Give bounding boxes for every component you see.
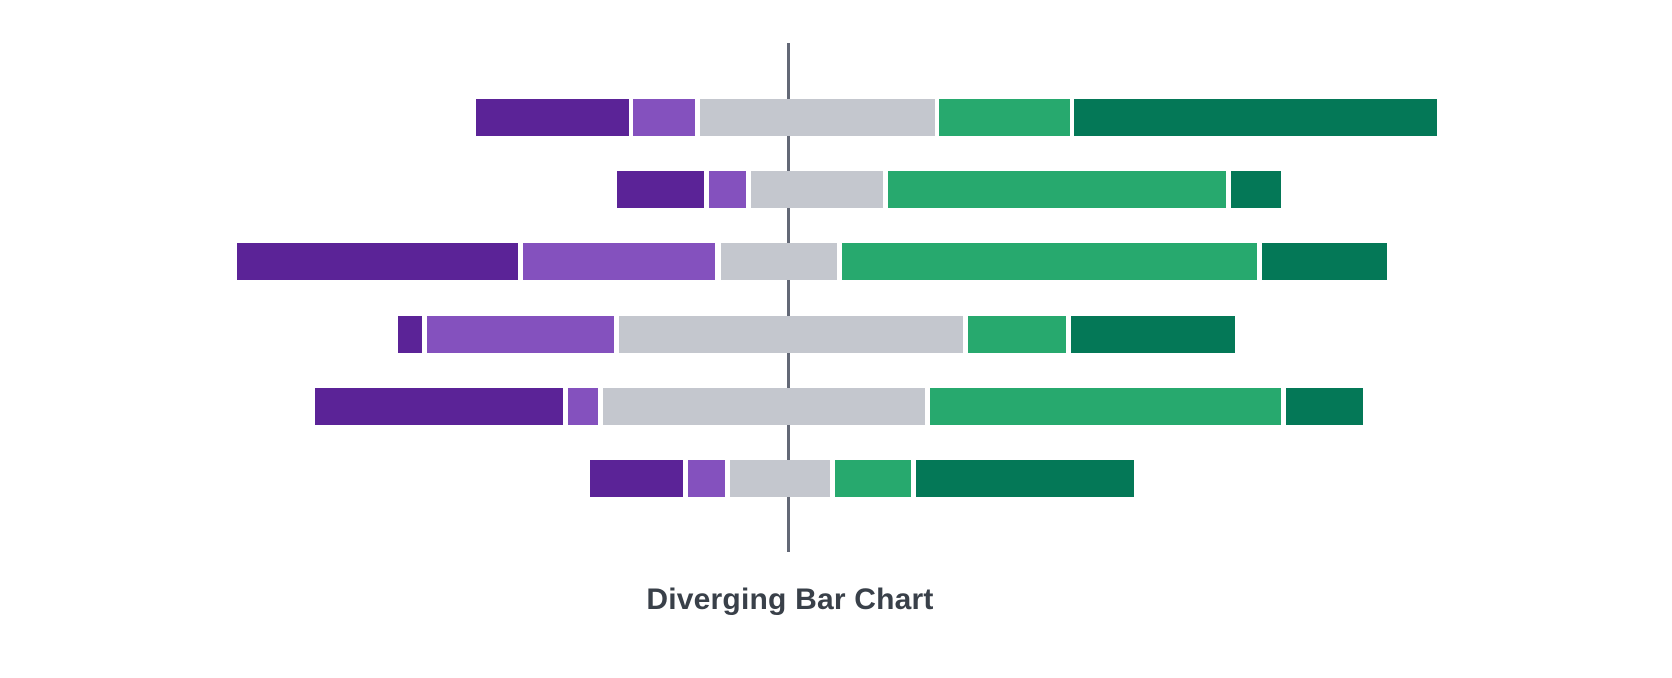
bar-segment-strongly-positive [1262,243,1387,280]
bar-segment-positive [835,460,911,497]
bar-segment-strongly-negative [398,316,422,353]
bar-segment-strongly-negative [476,99,629,136]
bar-segment-negative [427,316,614,353]
bar-segment-strongly-positive [1074,99,1437,136]
bar-segment-neutral [751,171,883,208]
chart-title: Diverging Bar Chart [646,583,934,616]
bar-segment-strongly-positive [1286,388,1363,425]
bar-segment-neutral [619,316,963,353]
bar-segment-strongly-positive [916,460,1134,497]
bar-segment-positive [930,388,1281,425]
bar-segment-positive [888,171,1226,208]
bar-segment-neutral [721,243,837,280]
bar-segment-neutral [730,460,830,497]
bar-segment-positive [842,243,1257,280]
bar-segment-strongly-positive [1231,171,1281,208]
bar-segment-strongly-negative [315,388,563,425]
bar-segment-negative [633,99,695,136]
bar-segment-positive [968,316,1066,353]
bar-segment-strongly-negative [617,171,704,208]
zero-axis-line [787,43,790,552]
bar-segment-negative [709,171,746,208]
bar-segment-neutral [603,388,925,425]
bar-segment-strongly-negative [237,243,518,280]
bar-segment-negative [523,243,715,280]
bar-segment-strongly-negative [590,460,683,497]
bar-segment-negative [568,388,598,425]
bar-segment-neutral [700,99,935,136]
bar-segment-positive [939,99,1070,136]
bar-segment-negative [688,460,725,497]
bar-segment-strongly-positive [1071,316,1235,353]
